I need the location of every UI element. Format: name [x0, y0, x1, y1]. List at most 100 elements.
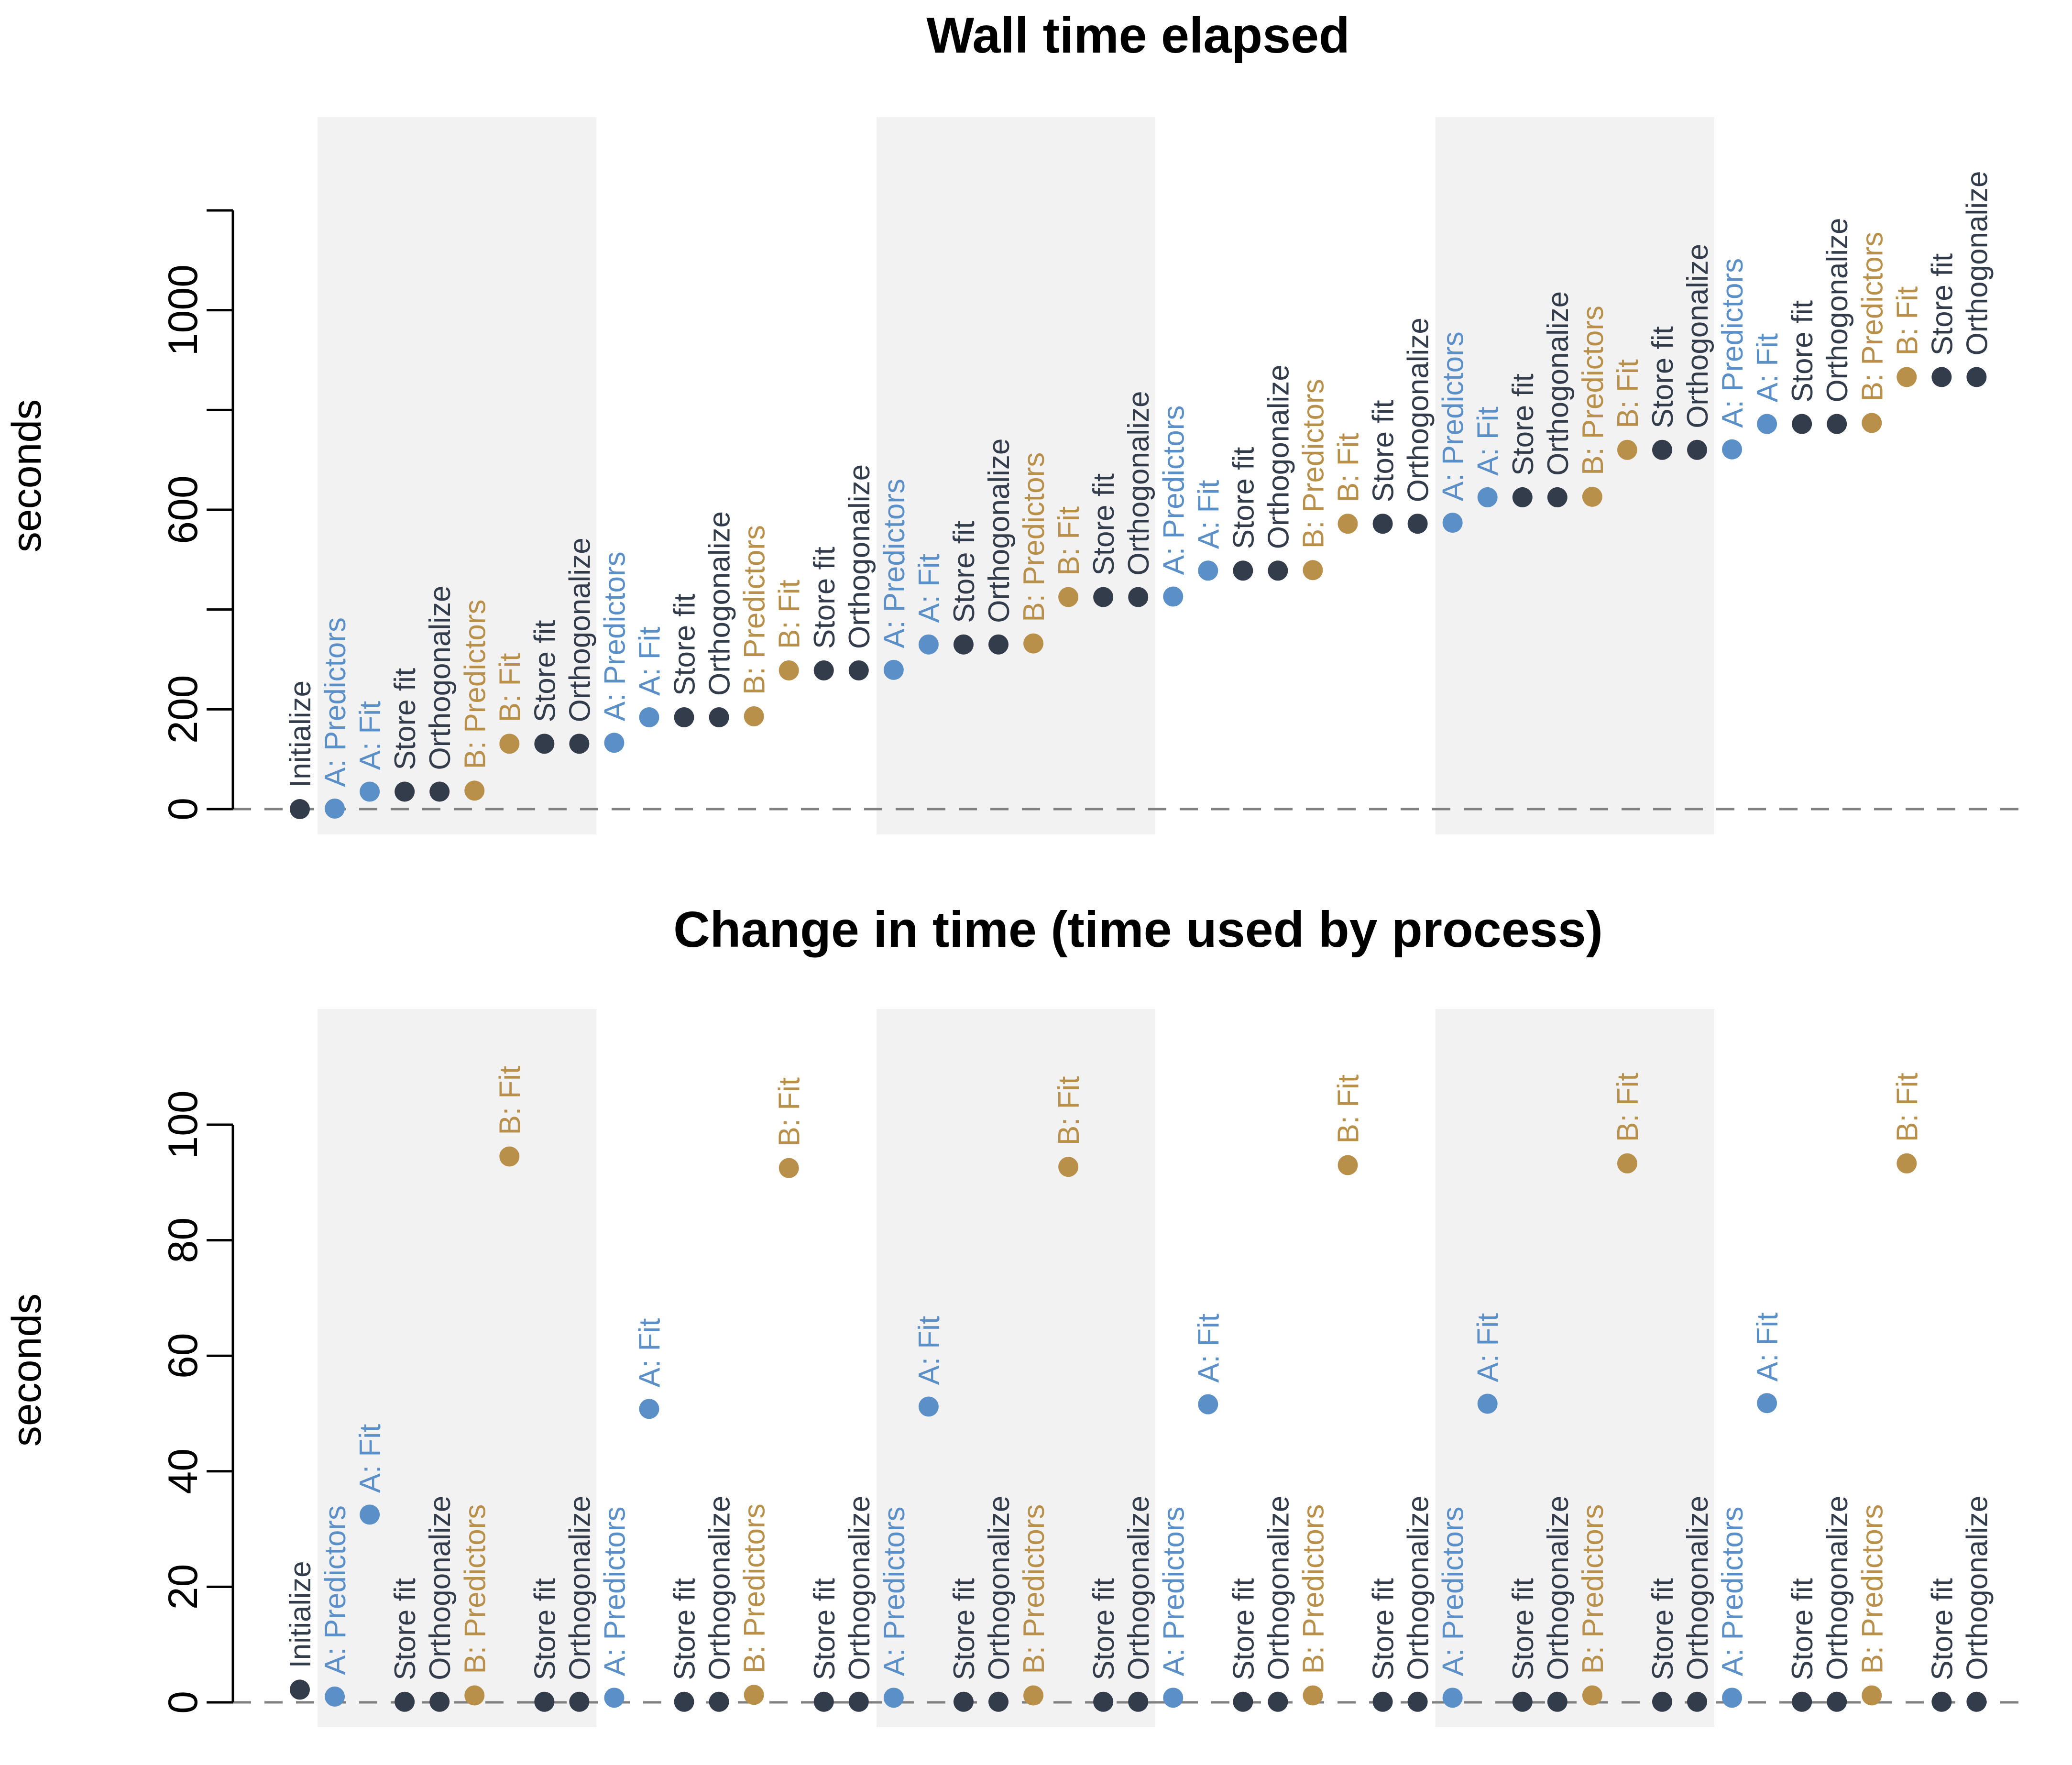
data-label: A: Predictors	[319, 617, 352, 787]
data-label: Orthogonalize	[1681, 1496, 1714, 1680]
data-point	[709, 707, 729, 728]
data-point	[1303, 560, 1323, 581]
data-point	[1512, 1691, 1533, 1712]
data-label: Store fit	[669, 1578, 702, 1680]
data-point	[1687, 439, 1707, 460]
data-label: Orthogonalize	[1821, 1496, 1854, 1680]
shaded-band	[1435, 1009, 1715, 1727]
data-label: Orthogonalize	[1961, 1496, 1994, 1680]
data-point	[1827, 414, 1847, 434]
data-point	[848, 660, 869, 680]
data-point	[1722, 439, 1743, 460]
data-label: B: Fit	[1332, 433, 1365, 503]
data-label: A: Fit	[1192, 480, 1225, 549]
data-point	[1652, 1691, 1672, 1712]
data-point	[1897, 367, 1917, 387]
data-label: Orthogonalize	[843, 1496, 876, 1680]
data-point	[813, 660, 834, 680]
data-point	[1477, 1393, 1498, 1414]
data-label: Store fit	[1367, 1578, 1400, 1680]
y-tick-label: 200	[160, 675, 206, 744]
data-label: A: Predictors	[598, 1506, 631, 1676]
data-point	[1093, 1691, 1114, 1712]
data-label: B: Predictors	[459, 599, 492, 769]
data-point	[290, 1679, 310, 1700]
chart-title: Wall time elapsed	[926, 7, 1350, 64]
data-label: Orthogonalize	[424, 585, 457, 770]
data-label: A: Predictors	[1437, 331, 1470, 501]
data-point	[1931, 367, 1952, 387]
data-label: A: Predictors	[878, 1506, 911, 1676]
data-label: Orthogonalize	[843, 464, 876, 649]
data-label: B: Fit	[1332, 1074, 1365, 1144]
data-label: B: Predictors	[1297, 379, 1330, 548]
data-label: Orthogonalize	[1122, 391, 1155, 576]
data-point	[1023, 633, 1044, 654]
data-point	[1477, 487, 1498, 507]
data-label: Store fit	[1646, 1578, 1679, 1680]
shaded-band	[318, 1009, 597, 1727]
shaded-band	[876, 117, 1156, 834]
data-point	[1058, 587, 1079, 607]
data-point	[1547, 1691, 1568, 1712]
data-point	[1407, 1691, 1428, 1712]
data-label: Orthogonalize	[1542, 291, 1575, 476]
data-label: B: Fit	[1052, 506, 1085, 576]
data-point	[499, 1146, 520, 1167]
data-point	[883, 1688, 904, 1708]
data-point	[1372, 514, 1393, 534]
y-tick-label: 600	[160, 475, 206, 544]
data-label: A: Fit	[1192, 1314, 1225, 1383]
data-label: Orthogonalize	[1681, 244, 1714, 428]
data-label: B: Fit	[493, 653, 526, 723]
data-point	[1058, 1157, 1079, 1177]
data-point	[1547, 487, 1568, 507]
data-point	[1687, 1691, 1707, 1712]
data-label: Store fit	[528, 620, 561, 723]
data-point	[883, 659, 904, 680]
data-point	[395, 781, 415, 802]
shaded-band	[1435, 117, 1715, 834]
data-point	[1337, 1155, 1358, 1175]
data-label: Store fit	[948, 1578, 981, 1680]
data-label: B: Fit	[1052, 1076, 1085, 1145]
data-label: A: Fit	[354, 701, 387, 770]
data-label: A: Fit	[634, 1318, 667, 1388]
data-point	[604, 733, 625, 753]
data-point	[1827, 1691, 1847, 1712]
data-label: Orthogonalize	[424, 1496, 457, 1680]
data-label: Store fit	[669, 593, 702, 696]
data-label: A: Predictors	[1716, 1506, 1749, 1676]
data-label: A: Predictors	[1437, 1506, 1470, 1676]
data-label: Store fit	[1646, 326, 1679, 428]
data-point	[569, 1691, 590, 1712]
data-point	[744, 1685, 764, 1705]
data-point	[534, 734, 555, 754]
data-point	[1233, 1691, 1253, 1712]
data-label: B: Fit	[1612, 359, 1644, 428]
data-point	[639, 707, 659, 728]
data-point	[813, 1691, 834, 1712]
data-point	[953, 634, 974, 655]
data-label: A: Fit	[913, 1316, 946, 1385]
data-label: B: Fit	[493, 1066, 526, 1135]
data-point	[778, 1158, 799, 1178]
data-point	[1792, 414, 1812, 434]
data-label: Orthogonalize	[703, 511, 736, 696]
data-label: Store fit	[389, 668, 422, 770]
data-label: A: Fit	[1472, 1313, 1505, 1382]
data-point	[953, 1691, 974, 1712]
data-label: B: Predictors	[1297, 1504, 1330, 1674]
data-label: Orthogonalize	[1542, 1496, 1575, 1680]
y-tick-label: 1000	[160, 264, 206, 356]
data-label: A: Predictors	[1716, 258, 1749, 428]
data-point	[1652, 439, 1672, 460]
data-label: Store fit	[1926, 1578, 1959, 1680]
data-point	[1268, 560, 1288, 581]
data-label: Orthogonalize	[1402, 318, 1435, 502]
data-label: Store fit	[1786, 300, 1819, 403]
data-point	[464, 780, 485, 801]
data-label: Orthogonalize	[1262, 364, 1295, 549]
data-label: Store fit	[808, 1578, 841, 1680]
